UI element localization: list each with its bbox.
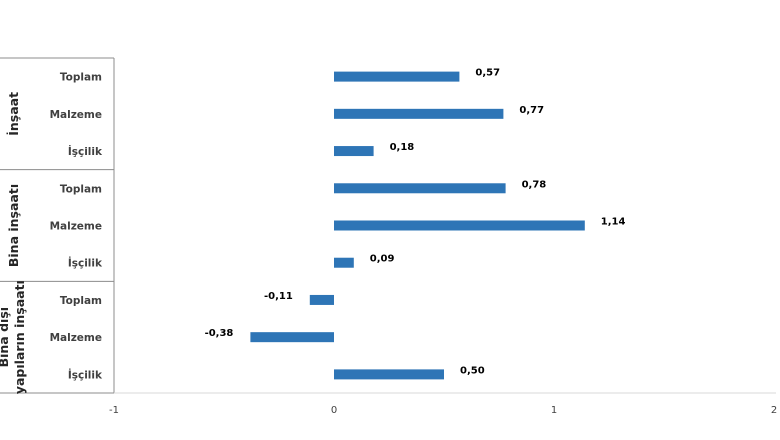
group-label: İnşaat bbox=[6, 92, 21, 136]
x-tick-label: 1 bbox=[551, 405, 557, 416]
category-label: İşçilik bbox=[68, 367, 103, 381]
bar bbox=[250, 332, 334, 343]
bar bbox=[334, 146, 374, 157]
data-label: 1,14 bbox=[601, 217, 626, 228]
category-label: Toplam bbox=[60, 295, 102, 307]
data-label: 0,57 bbox=[475, 68, 500, 79]
bar bbox=[334, 183, 506, 194]
category-label: İşçilik bbox=[68, 256, 103, 270]
data-label: 0,18 bbox=[390, 142, 415, 153]
category-label: Malzeme bbox=[50, 332, 102, 344]
x-tick-label: 2 bbox=[771, 405, 777, 416]
group-label-line: Bina dışı bbox=[0, 307, 11, 367]
bar bbox=[334, 257, 354, 268]
category-label: Malzeme bbox=[50, 221, 102, 233]
data-label: -0,11 bbox=[264, 291, 293, 302]
category-label: Malzeme bbox=[50, 109, 102, 121]
category-label: Toplam bbox=[60, 183, 102, 195]
data-label: 0,78 bbox=[522, 179, 547, 190]
group-label-line: yapıların inşaatı bbox=[12, 280, 27, 394]
group-label: Bina dışıyapıların inşaatı bbox=[0, 280, 27, 394]
group-label-line: Bina inşaatı bbox=[6, 184, 21, 267]
bar bbox=[334, 71, 460, 82]
bar bbox=[334, 220, 585, 231]
data-label: 0,50 bbox=[460, 365, 485, 376]
bar bbox=[309, 294, 334, 305]
category-label: Toplam bbox=[60, 72, 102, 84]
data-label: 0,77 bbox=[519, 105, 544, 116]
x-tick-label: 0 bbox=[331, 405, 337, 416]
category-label: İşçilik bbox=[68, 144, 103, 158]
group-label-line: İnşaat bbox=[6, 92, 21, 136]
data-label: 0,09 bbox=[370, 254, 395, 265]
bar bbox=[334, 108, 504, 119]
group-label: Bina inşaatı bbox=[6, 184, 21, 267]
bar bbox=[334, 369, 444, 380]
data-label: -0,38 bbox=[205, 328, 234, 339]
x-tick-label: -1 bbox=[109, 405, 119, 416]
